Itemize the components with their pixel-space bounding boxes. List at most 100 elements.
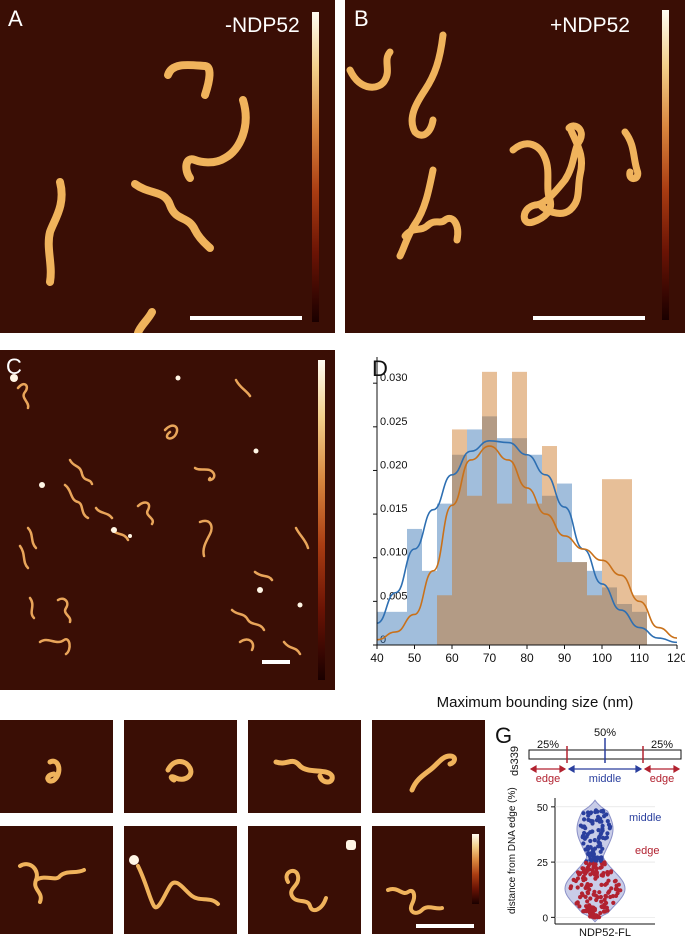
- afm-zoom-f4: [372, 826, 485, 934]
- dna-strand: [26, 526, 38, 550]
- data-point-middle: [581, 841, 586, 846]
- data-point-middle: [590, 821, 595, 826]
- histogram-bar: [512, 371, 527, 645]
- condition-label-minus-ndp52: -NDP52: [225, 14, 300, 37]
- dna-strand: [18, 544, 30, 570]
- data-point-middle: [602, 814, 607, 819]
- x-tick-label: 100: [592, 651, 612, 665]
- dna-strand: [401, 214, 462, 244]
- dna-strand: [131, 180, 214, 252]
- panel-label-a: A: [8, 6, 23, 31]
- data-point-middle: [600, 808, 606, 813]
- particle: [10, 374, 18, 382]
- dna-strand: [136, 864, 220, 910]
- data-point-edge: [599, 882, 604, 887]
- data-point-edge: [597, 890, 602, 895]
- data-point-edge: [599, 864, 604, 870]
- afm-zoom-f1-canvas: [18, 862, 86, 904]
- dna-strand: [68, 458, 94, 486]
- data-point-edge: [609, 886, 614, 891]
- data-point-middle: [587, 852, 592, 857]
- dna-position-schematic-and-violin: ds339 50% 25% 25% edge middle edge 0 25 50…: [507, 727, 682, 938]
- data-point-edge: [585, 899, 590, 904]
- data-point-middle: [600, 828, 605, 833]
- data-point-edge: [581, 878, 586, 883]
- dna-strand: [621, 128, 642, 182]
- data-point-middle: [595, 809, 600, 814]
- data-point-edge: [609, 869, 614, 874]
- data-point-edge: [587, 887, 592, 892]
- dna-strand: [536, 124, 586, 217]
- afm-zoom-e1: [0, 720, 113, 813]
- data-point-edge: [593, 913, 598, 918]
- pct-label-middle: 50%: [594, 727, 616, 739]
- dna-strand: [165, 759, 194, 783]
- dna-strand: [230, 608, 266, 632]
- middle-label: middle: [589, 773, 621, 785]
- pct-label-right: 25%: [651, 739, 673, 751]
- data-point-edge: [581, 866, 586, 871]
- dna-strand: [193, 466, 216, 482]
- data-point-middle: [605, 831, 610, 836]
- data-point-edge: [591, 892, 596, 897]
- histogram-bar: [512, 438, 527, 645]
- x-tick-label: 40: [370, 651, 384, 665]
- afm-overview-image: [0, 350, 335, 690]
- data-point-edge: [604, 900, 609, 906]
- afm-zoom-f1: [0, 826, 113, 934]
- data-point-edge: [575, 885, 580, 890]
- data-point-middle: [589, 858, 594, 863]
- data-point-edge: [593, 876, 598, 881]
- particle: [257, 587, 263, 593]
- data-point-middle: [598, 849, 603, 854]
- particle: [111, 527, 117, 533]
- data-point-edge: [583, 860, 589, 865]
- data-point-middle: [580, 833, 586, 839]
- histogram-chart: 0 0.005 0.010 0.015 0.020 0.025 0.030 40 50 60 70 8…: [370, 357, 685, 711]
- histogram-bar: [497, 503, 512, 645]
- data-point-edge: [602, 862, 607, 867]
- histogram-bar: [557, 483, 572, 645]
- height-colorbar: [662, 10, 669, 320]
- data-point-edge: [575, 870, 581, 875]
- data-point-middle: [582, 817, 587, 822]
- data-point-middle: [588, 811, 593, 816]
- histogram-bar: [407, 528, 422, 645]
- dna-strand: [38, 638, 71, 656]
- data-point-edge: [579, 882, 584, 887]
- data-point-edge: [608, 894, 613, 900]
- histogram-bar: [437, 595, 452, 645]
- x-tick-label: 60: [445, 651, 459, 665]
- y-tick-label: 0: [380, 634, 386, 646]
- dna-strand: [136, 501, 155, 526]
- histogram-bar: [632, 611, 647, 645]
- x-axis-title: Maximum bounding size (nm): [437, 694, 634, 711]
- x-tick-label: 50: [408, 651, 422, 665]
- data-point-edge: [594, 871, 599, 877]
- afm-zoom-f4-canvas: [386, 887, 444, 915]
- afm-zoom-f2: [124, 826, 237, 934]
- edge-label-right: edge: [650, 773, 674, 785]
- panel-label-b: B: [354, 6, 369, 31]
- data-point-edge: [592, 908, 597, 913]
- dna-strand: [198, 519, 213, 558]
- dna-strand: [182, 96, 250, 182]
- data-point-edge: [606, 878, 611, 883]
- scale-bar: [416, 924, 474, 928]
- y-tick-label: 0.010: [380, 547, 408, 559]
- dna-strand: [163, 424, 179, 440]
- histogram-bar: [542, 495, 557, 645]
- data-point-edge: [603, 882, 608, 887]
- data-point-edge: [581, 869, 586, 874]
- particle: [297, 602, 303, 608]
- data-point-middle: [588, 845, 593, 850]
- panel-label-c: C: [6, 354, 22, 379]
- violin-x-category-label: NDP52-FL: [579, 927, 631, 938]
- x-tick-label: 70: [483, 651, 497, 665]
- histogram-bar: [392, 611, 407, 645]
- data-point-edge: [569, 884, 574, 889]
- y-tick-label: 0.030: [380, 372, 408, 384]
- data-point-edge: [574, 901, 579, 906]
- x-tick-label: 120: [667, 651, 685, 665]
- density-curve: [376, 445, 678, 641]
